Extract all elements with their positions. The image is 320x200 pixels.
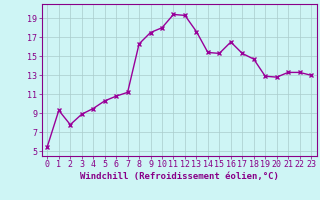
X-axis label: Windchill (Refroidissement éolien,°C): Windchill (Refroidissement éolien,°C) [80, 172, 279, 181]
